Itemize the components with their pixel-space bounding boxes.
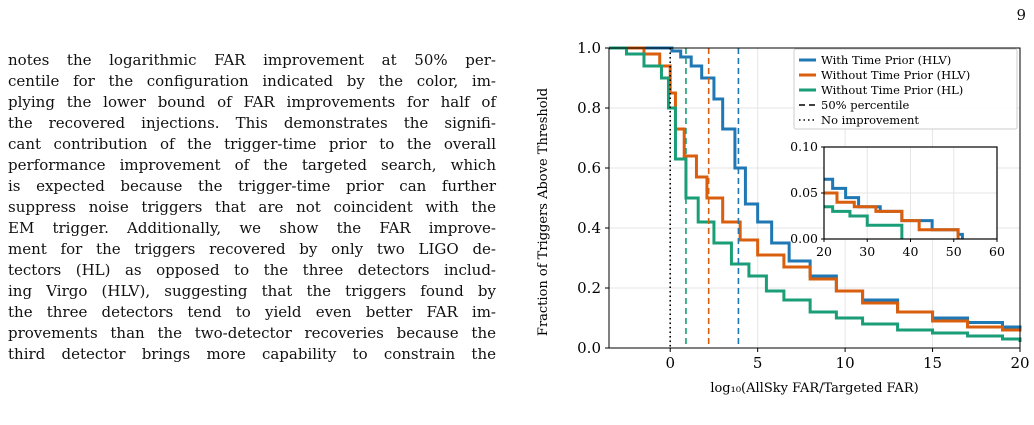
legend-label: With Time Prior (HLV) [821, 53, 951, 67]
text-line: the three detectors tend to yield even b… [8, 303, 496, 321]
text-line: third detector brings more capability to… [8, 345, 496, 363]
text-line: provements than the two-detector recover… [8, 324, 496, 342]
y-tick-label: 0.6 [577, 159, 601, 177]
x-tick-label: 10 [836, 354, 855, 372]
figure: 0 5 10 15 20 0.0 0.2 0.4 0.6 0.8 1.0 log₁₀(AllSky F… [525, 25, 1034, 421]
inset-x-tick-label: 30 [859, 244, 875, 259]
text-line: suppress noise triggers that are not coi… [8, 198, 496, 216]
x-tick-label: 0 [665, 354, 675, 372]
x-tick-label: 20 [1010, 354, 1029, 372]
inset-y-tick-label: 0.00 [790, 231, 818, 246]
legend-label: Without Time Prior (HLV) [821, 68, 970, 82]
legend-label: Without Time Prior (HL) [821, 83, 963, 97]
text-line: performance improvement of the targeted … [8, 156, 496, 174]
page-number: 9 [1016, 6, 1026, 24]
x-tick-label: 15 [923, 354, 942, 372]
x-tick-label: 5 [753, 354, 763, 372]
far-improvement-chart: 0 5 10 15 20 0.0 0.2 0.4 0.6 0.8 1.0 log₁₀(AllSky F… [536, 39, 1030, 396]
text-line: cant contribution of the trigger-time pr… [8, 135, 496, 153]
inset-x-tick-label: 40 [903, 244, 919, 259]
plot-frame [608, 47, 1021, 349]
text-line: is expected because the trigger-time pri… [8, 177, 496, 195]
text-line: ing Virgo (HLV), suggesting that the tri… [8, 282, 496, 300]
inset-x-tick-label: 20 [816, 244, 832, 259]
body-text-column: notes the logarithmic FAR improvement at… [8, 50, 496, 365]
inset-x-tick-label: 50 [946, 244, 962, 259]
inset-y-tick-label: 0.05 [790, 185, 818, 200]
y-tick-label: 0.8 [577, 99, 601, 117]
text-line: notes the logarithmic FAR improvement at… [8, 51, 496, 69]
inset-series-line-1 [824, 191, 960, 239]
inset-series-line-2 [824, 205, 904, 239]
series-line-1 [617, 46, 1022, 332]
legend-label: 50% percentile [821, 98, 910, 112]
y-tick-label: 1.0 [577, 39, 601, 57]
y-axis-label: Fraction of Triggers Above Threshold [536, 88, 551, 336]
text-line: the recovered injections. This demonstra… [8, 114, 496, 132]
text-line: plying the lower bound of FAR improvemen… [8, 93, 496, 111]
text-line: ment for the triggers recovered by only … [8, 240, 496, 258]
series-line-2 [609, 46, 1022, 342]
text-line: centile for the configuration indicated … [8, 72, 496, 90]
text-line: tectors (HL) as opposed to the three det… [8, 261, 496, 279]
y-tick-label: 0.0 [577, 339, 601, 357]
y-tick-label: 0.4 [577, 219, 601, 237]
y-tick-label: 0.2 [577, 279, 601, 297]
x-axis-label: log₁₀(AllSky FAR/Targeted FAR) [710, 381, 918, 396]
text-line: EM trigger. Additionally, we show the FA… [8, 219, 496, 237]
legend-box [793, 48, 1018, 130]
legend-label: No improvement [821, 113, 919, 127]
inset-y-tick-label: 0.10 [790, 139, 818, 154]
inset-x-tick-label: 60 [989, 244, 1005, 259]
